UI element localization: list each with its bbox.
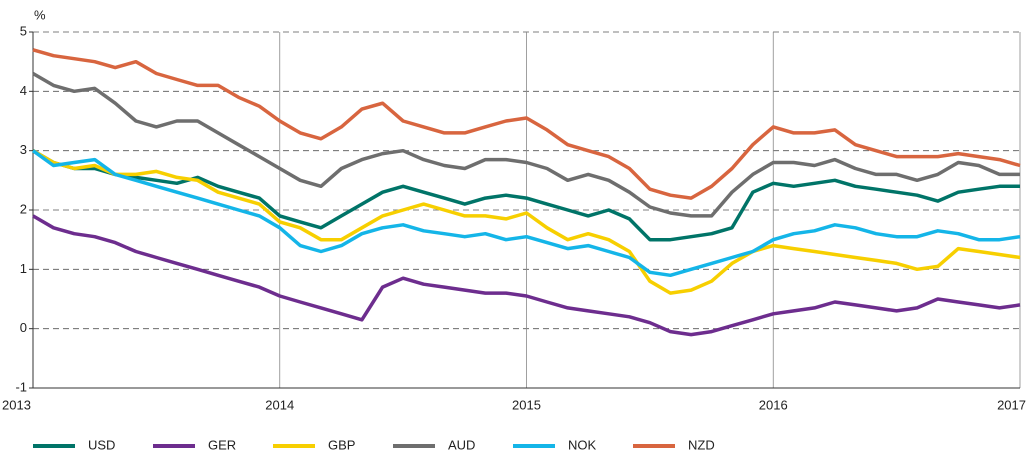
x-tick-label: 2015 <box>512 397 541 412</box>
y-tick-label: 2 <box>20 201 27 216</box>
x-tick-label: 2017 <box>997 397 1026 412</box>
y-tick-label: 4 <box>20 83 27 98</box>
series-line <box>31 149 1021 278</box>
y-tick-label: 0 <box>20 320 27 335</box>
series-line <box>32 214 1021 337</box>
y-tick-label: 1 <box>20 261 27 276</box>
legend-label: NOK <box>568 437 597 452</box>
y-axis-label: % <box>34 7 46 22</box>
y-tick-label: -1 <box>15 379 27 394</box>
legend-label: AUD <box>448 437 475 452</box>
x-tick-label: 2013 <box>2 397 31 412</box>
series-line <box>32 71 1020 218</box>
x-tick-label: 2016 <box>759 397 788 412</box>
x-tick-label: 2014 <box>265 397 294 412</box>
series-line <box>32 149 1020 242</box>
series-line <box>32 149 1021 295</box>
series-line <box>32 48 1021 200</box>
legend-label: USD <box>88 437 115 452</box>
legend-label: GER <box>208 437 236 452</box>
legend-label: NZD <box>688 437 715 452</box>
legend-label: GBP <box>328 437 355 452</box>
y-tick-label: 3 <box>20 142 27 157</box>
y-tick-label: 5 <box>20 23 27 38</box>
